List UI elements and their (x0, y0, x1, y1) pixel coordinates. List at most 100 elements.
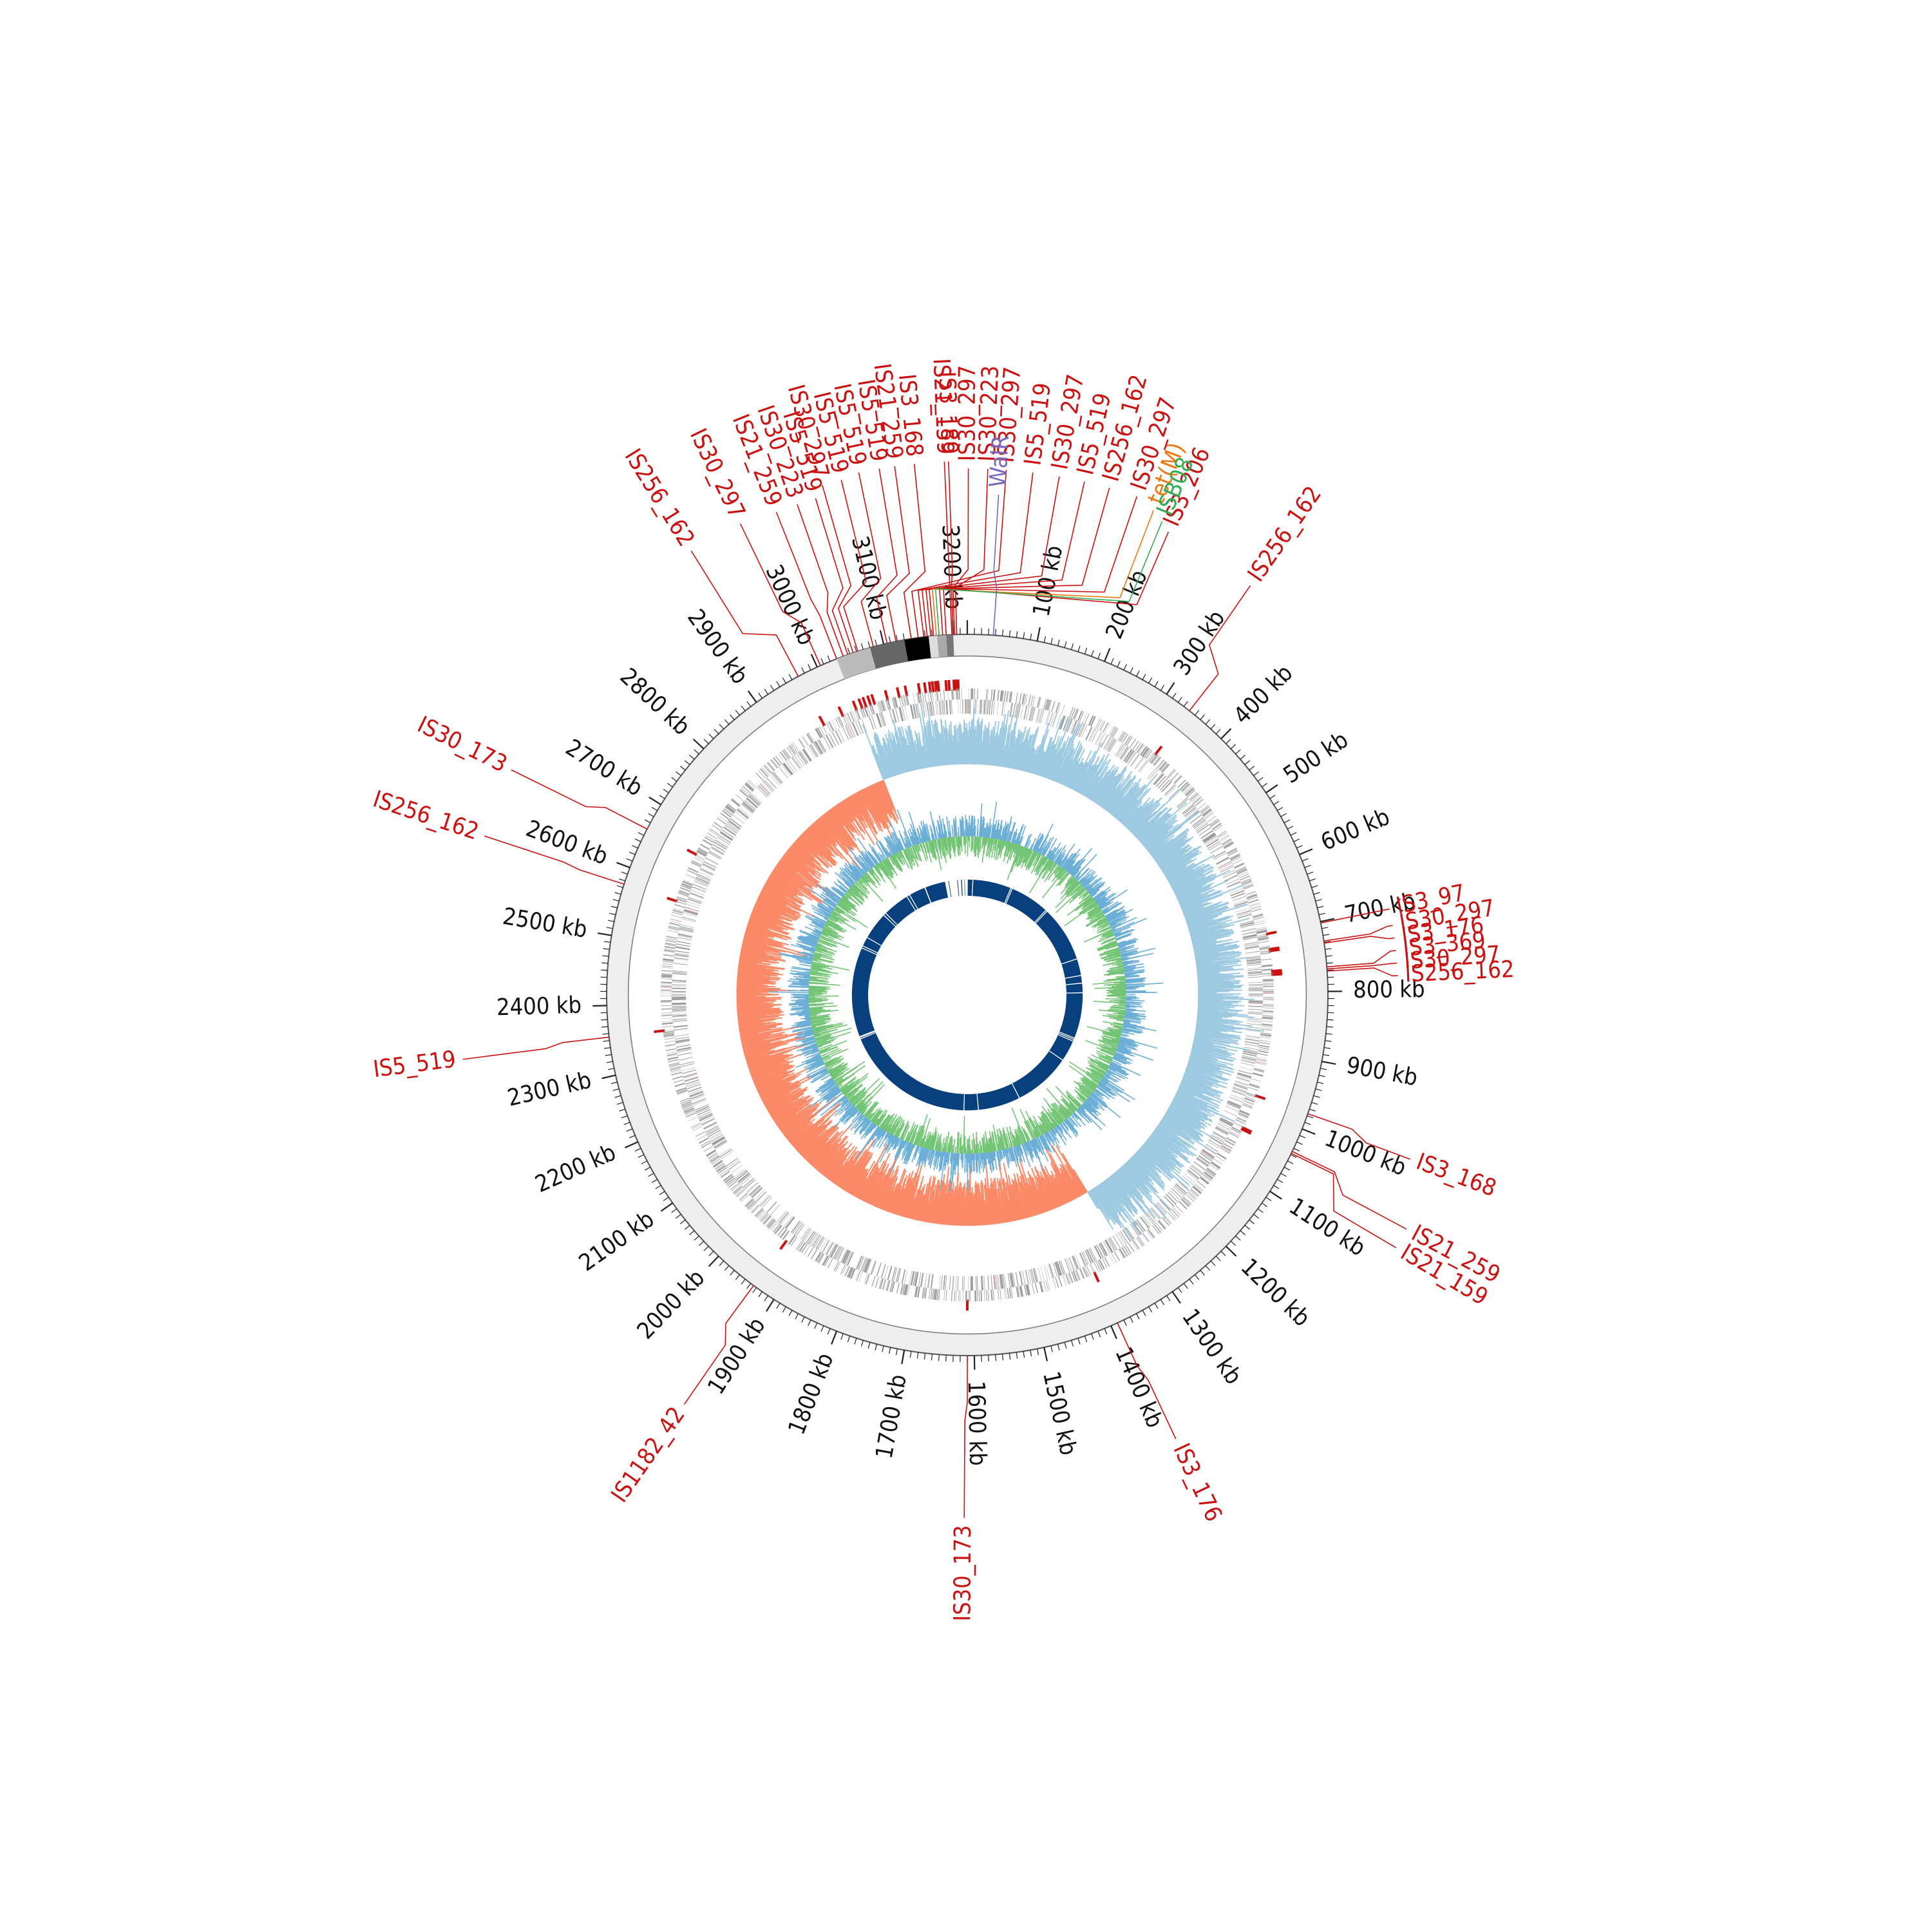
gene-block (677, 1090, 688, 1094)
gene-block (661, 976, 672, 978)
gene-block (1006, 691, 1009, 702)
gene-block (674, 1034, 689, 1037)
gene-block (674, 957, 688, 960)
gene-block (1132, 1240, 1139, 1249)
gene-block (773, 772, 783, 783)
gene-block (1257, 936, 1269, 940)
gene-block (831, 1244, 838, 1258)
gene-block (671, 996, 687, 997)
gene-block (880, 712, 886, 726)
gene-block (990, 1275, 993, 1290)
gene-block (661, 970, 673, 972)
gene-block (1058, 1260, 1064, 1275)
gene-block (1135, 1220, 1144, 1233)
gene-block (895, 708, 900, 723)
gene-block (1185, 808, 1197, 818)
gene-block (1258, 938, 1269, 941)
gene-block (1262, 969, 1273, 971)
gene-block (904, 706, 908, 721)
gene-block (1248, 996, 1264, 997)
gene-block (727, 821, 740, 830)
minor-tick (1249, 1219, 1255, 1224)
gene-block (672, 1003, 687, 1005)
gene-block (1121, 1247, 1127, 1257)
gene-block (1000, 690, 1003, 701)
gene-block (751, 1187, 762, 1198)
minor-tick (770, 685, 775, 691)
gene-block (887, 1265, 892, 1280)
gene-block (1124, 750, 1134, 762)
gene-block (1261, 1023, 1273, 1025)
gene-block (1207, 1168, 1217, 1175)
gene-block (690, 892, 704, 898)
gene-block (684, 1108, 695, 1113)
gene-block (1143, 748, 1151, 759)
gene-block (681, 883, 692, 888)
gene-block (1122, 734, 1128, 744)
gene-block (1034, 1282, 1039, 1294)
major-tick (747, 690, 757, 703)
gene-block (712, 844, 726, 853)
gene-block (672, 1007, 687, 1009)
gene-block (697, 1111, 712, 1118)
gene-block (682, 882, 693, 887)
gene-block (803, 748, 812, 761)
gene-block (1004, 1288, 1006, 1300)
gene-block (1261, 1027, 1273, 1030)
gene-block (1255, 1061, 1266, 1065)
gene-block (661, 1018, 673, 1019)
gene-block (680, 1099, 691, 1104)
minor-tick (854, 645, 857, 652)
minor-tick (741, 705, 746, 712)
gene-block (1247, 971, 1262, 973)
gene-block (762, 781, 773, 792)
gene-block (896, 1282, 900, 1294)
gene-block (1218, 862, 1232, 869)
gene-block (681, 918, 696, 923)
gene-block (676, 898, 687, 903)
minor-tick (703, 1245, 709, 1251)
is-element-mark (779, 1240, 788, 1250)
gene-block (1155, 1204, 1165, 1216)
gene-block (758, 770, 766, 779)
gene-block (763, 780, 774, 791)
minor-tick (1135, 670, 1140, 677)
minor-tick (1130, 1316, 1133, 1323)
gene-block (1075, 1270, 1079, 1281)
minor-tick (1057, 1343, 1060, 1350)
gene-block (672, 981, 687, 983)
gene-block (829, 1244, 837, 1258)
gene-block (1248, 987, 1264, 989)
gene-block (1106, 737, 1114, 751)
gene-block (823, 736, 831, 750)
gene-block (761, 1197, 772, 1208)
gene-block (1261, 1024, 1273, 1027)
gene-block (1101, 734, 1108, 748)
gene-block (979, 1290, 980, 1302)
gene-block (842, 726, 849, 741)
gene-block (661, 1020, 673, 1022)
gene-block (828, 721, 835, 732)
minor-tick (1210, 724, 1216, 730)
minor-tick (1323, 934, 1330, 936)
gene-block (850, 711, 855, 722)
gene-block (683, 1107, 694, 1112)
gene-block (1253, 916, 1264, 920)
gene-block (886, 699, 889, 710)
gene-block (848, 1267, 853, 1278)
gene-block (1249, 1084, 1260, 1089)
gene-block (1108, 725, 1115, 735)
scale-tick-label: 2900 kb (682, 605, 753, 689)
gene-block (1229, 1131, 1240, 1137)
gene-block (661, 981, 672, 983)
gene-block (1122, 1247, 1128, 1256)
gene-block (1063, 717, 1068, 731)
gene-block (901, 1283, 904, 1294)
minor-tick (923, 630, 926, 637)
scale-tick-label: 1100 kb (1284, 1193, 1370, 1262)
gene-block (1086, 1249, 1094, 1263)
gene-block (1188, 1170, 1199, 1179)
minor-tick (1318, 913, 1325, 915)
gene-block (1229, 888, 1244, 894)
gene-block (750, 1186, 761, 1197)
